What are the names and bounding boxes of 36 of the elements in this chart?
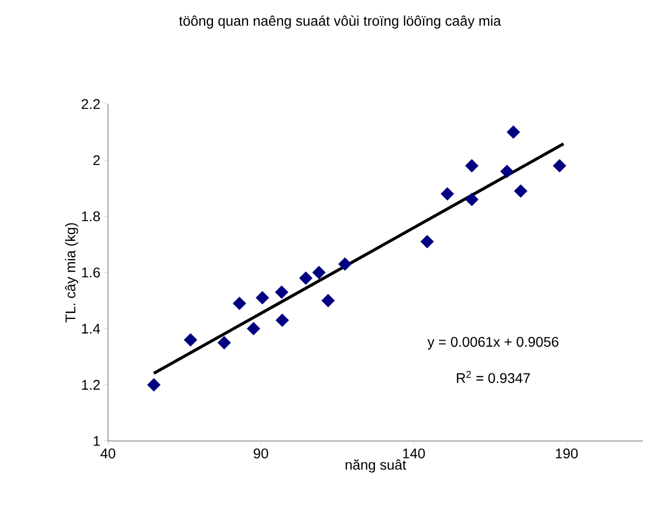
y-tick-label: 2 — [93, 155, 100, 166]
y-tick-label: 1.8 — [82, 211, 100, 222]
y-tick-label: 1.2 — [82, 380, 100, 390]
x-axis-title: năng suât — [346, 459, 406, 473]
y-axis-title: TL. cây mia (kg) — [65, 223, 78, 322]
point — [321, 294, 335, 308]
point — [506, 125, 520, 139]
x-tick-label: 90 — [254, 448, 268, 458]
annotation: y = 0.0061x + 0.9056 — [427, 336, 558, 350]
y-tick-label: 1.6 — [82, 268, 100, 278]
point — [552, 159, 566, 172]
point — [440, 187, 454, 201]
x-tick-label: 190 — [556, 448, 578, 458]
point — [465, 192, 479, 206]
point — [338, 257, 352, 271]
point — [246, 322, 260, 336]
point — [184, 333, 198, 347]
point — [147, 378, 161, 392]
point — [232, 296, 246, 310]
x-tick-label: 40 — [100, 448, 116, 458]
y-tick-label: 1.4 — [82, 324, 100, 334]
point — [465, 159, 479, 172]
point — [312, 266, 326, 280]
point — [299, 271, 313, 285]
annotation: R$^{2}$ = 0.9347 — [456, 370, 530, 384]
point — [514, 184, 528, 198]
point — [256, 291, 270, 304]
point — [276, 314, 289, 327]
point — [274, 285, 288, 299]
chart-title: töông quan naêng suaát vôùi troïng löôïng caây mia — [179, 15, 502, 29]
y-tick-label: 2.2 — [82, 99, 100, 109]
x-tick-label: 140 — [403, 448, 425, 458]
point — [500, 164, 514, 178]
point — [420, 234, 434, 248]
point — [217, 336, 231, 350]
y-tick-label: 1 — [94, 436, 100, 446]
